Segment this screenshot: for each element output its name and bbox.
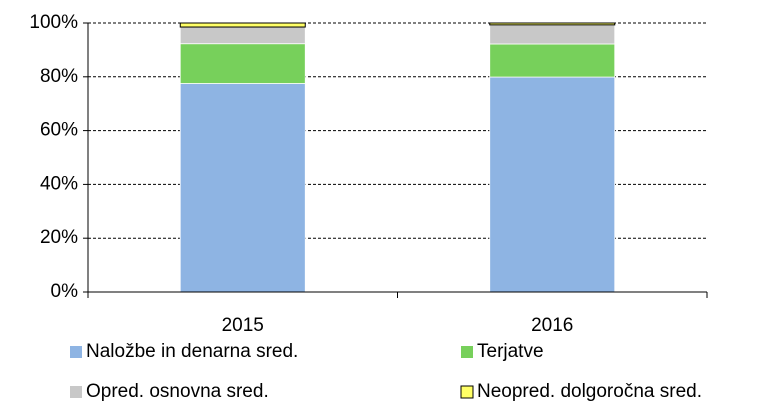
x-tick-label: 2016 [531,315,573,336]
legend-swatch [461,346,473,358]
y-tick-label: 40% [40,173,78,194]
x-tick-label: 2015 [222,315,264,336]
y-tick-label: 60% [40,120,78,141]
bar-segment [489,76,616,293]
legend-swatch [70,386,82,398]
bar-segment [179,43,306,84]
y-tick-label: 100% [29,12,78,33]
legend-label: Opred. osnovna sred. [86,381,269,402]
legend-swatch [70,346,82,358]
bar-segment [489,24,616,45]
bar-segment [179,26,306,45]
legend-label: Neopred. dolgoročna sred. [477,381,702,402]
legend-label: Naložbe in denarna sred. [86,341,298,362]
legend-label: Terjatve [477,341,544,362]
y-tick-label: 20% [40,227,78,248]
bar-segment [179,22,306,28]
bar-segment [489,43,616,78]
bar-segment [489,22,616,26]
y-tick-label: 0% [51,281,79,302]
bar-segment [179,83,306,293]
y-tick-label: 80% [40,66,78,87]
legend-swatch [460,385,474,399]
